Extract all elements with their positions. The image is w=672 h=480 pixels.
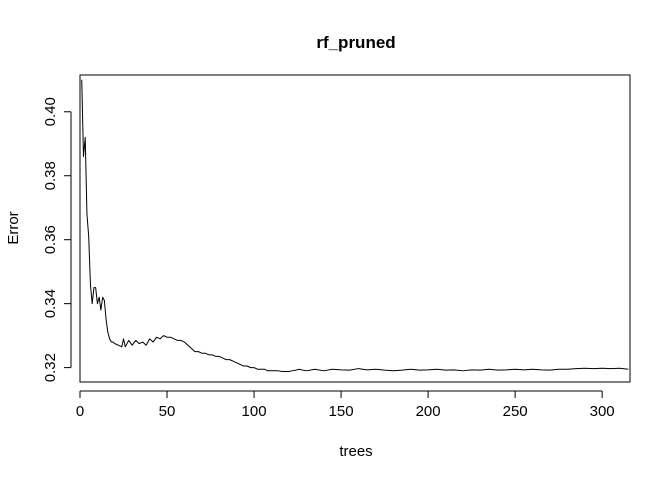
x-tick-label: 100 — [242, 403, 267, 420]
x-tick-label: 50 — [159, 403, 176, 420]
y-tick-label: 0.40 — [42, 97, 59, 126]
series-layer — [81, 79, 629, 372]
x-tick-label: 150 — [329, 403, 354, 420]
chart-title: rf_pruned — [316, 33, 395, 52]
y-tick-label: 0.34 — [42, 289, 59, 318]
y-axis: 0.32 0.34 0.36 0.38 0.40 — [42, 97, 72, 382]
series-line-0 — [81, 79, 629, 372]
x-axis: 0 50 100 150 200 250 300 — [76, 390, 615, 420]
x-tick-label: 0 — [76, 403, 84, 420]
x-tick-label: 300 — [590, 403, 615, 420]
y-tick-label: 0.36 — [42, 225, 59, 254]
y-axis-label: Error — [5, 211, 22, 244]
x-axis-label: trees — [339, 443, 372, 460]
y-tick-label: 0.38 — [42, 161, 59, 190]
y-tick-label: 0.32 — [42, 353, 59, 382]
plot-frame — [79, 74, 631, 383]
x-tick-label: 250 — [503, 403, 528, 420]
x-tick-label: 200 — [416, 403, 441, 420]
